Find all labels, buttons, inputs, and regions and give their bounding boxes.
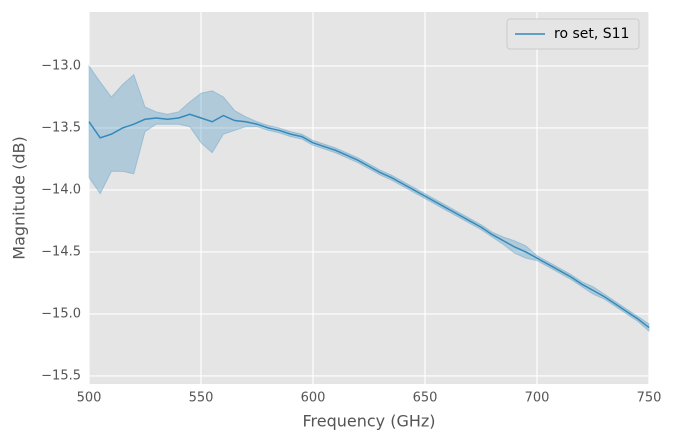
- marks: [88, 64, 650, 333]
- x-tick-label: 600: [301, 391, 326, 406]
- y-axis-label: Magnitude (dB): [10, 136, 29, 259]
- x-tick-label: 500: [77, 391, 102, 406]
- y-tick-label: −14.5: [41, 244, 81, 259]
- x-tick-label: 650: [413, 391, 438, 406]
- x-tick-label: 700: [525, 391, 550, 406]
- x-axis-label: Frequency (GHz): [302, 412, 435, 431]
- legend-box: [506, 18, 640, 50]
- plot-area: [89, 12, 649, 384]
- y-tick-label: −15.5: [41, 368, 81, 383]
- x-tick-label: 550: [189, 391, 214, 406]
- line: [88, 113, 650, 329]
- legend-label: ro set, S11: [554, 26, 629, 42]
- y-tick-label: −13.5: [41, 120, 81, 135]
- grid: [88, 12, 650, 384]
- x-tick-label: 750: [637, 391, 662, 406]
- y-tick-label: −14.0: [41, 182, 81, 197]
- y-tick-label: −13.0: [41, 58, 81, 73]
- confidence-band: [88, 64, 650, 333]
- y-tick-label: −15.0: [41, 306, 81, 321]
